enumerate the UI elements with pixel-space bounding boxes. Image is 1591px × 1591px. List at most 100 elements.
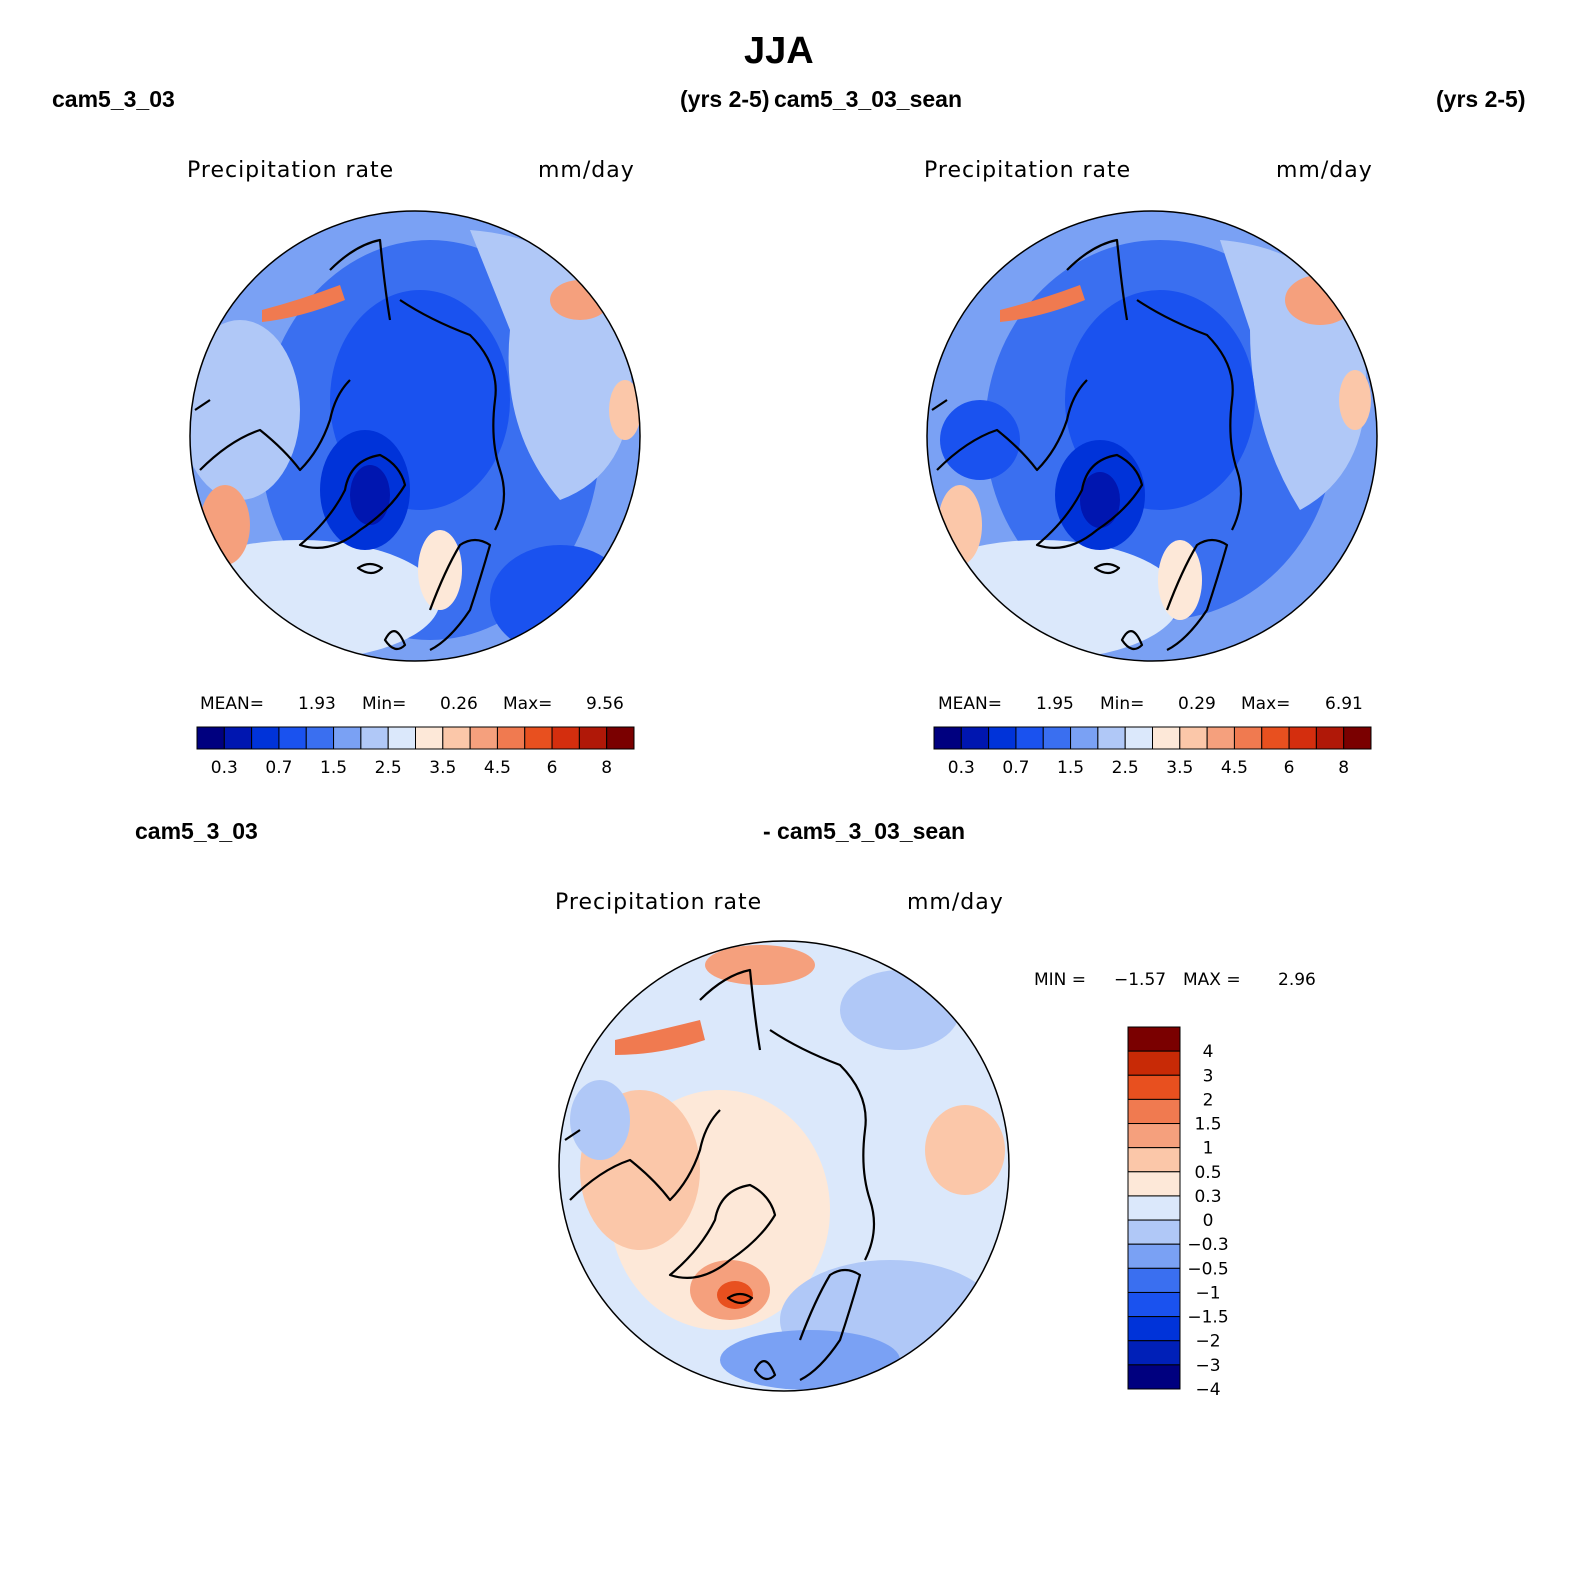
panel3-colorbar-swatch (1127, 1219, 1181, 1245)
panel3-field-warm-n (705, 945, 815, 985)
panel2-colorbar-swatch (933, 726, 962, 750)
panel2-field-low-w (940, 400, 1020, 480)
panel3-colorbar-tick-label: 1.5 (1194, 1115, 1221, 1135)
panel1-max-value: 9.56 (586, 694, 624, 714)
panel3-colorbar-tick-label: 2 (1203, 1090, 1214, 1110)
panel2-colorbar-swatch (1070, 726, 1099, 750)
panel1-field-warm-ne (550, 280, 610, 320)
panel2-colorbar-swatch (960, 726, 990, 750)
panel2-colorbar-swatch (1233, 726, 1263, 750)
panel2-colorbar-swatch (988, 726, 1017, 750)
panel2-field-band-nw (1000, 285, 1085, 322)
panel2-colorbar-swatch (1343, 726, 1372, 750)
panel1-colorbar-swatch (578, 726, 608, 750)
panel3-colorbar-tick-label: 1 (1203, 1139, 1214, 1159)
panel2-coast-scandinavia (1165, 538, 1229, 651)
panel1-colorbar-tick-label: 0.3 (211, 758, 238, 778)
panel1-field-warm-sw (200, 485, 250, 565)
panel1-coast-siberia (399, 299, 506, 531)
panel3-colorbar-tick-label: −1 (1195, 1283, 1220, 1303)
panel2-coast-britain (1120, 630, 1144, 651)
panel2-coast-canada (936, 379, 1088, 472)
panel2-coast-siberia (1136, 299, 1243, 531)
diff-right-label: - cam5_3_03_sean (763, 818, 966, 844)
panel1-field-warm-e (609, 380, 640, 440)
panel2-coast-alaska (931, 238, 1129, 411)
panel2-max-value: 6.91 (1325, 694, 1363, 714)
panel2-colorbar-swatch (1288, 726, 1317, 750)
colorbars: 0.3 0.7 1.5 2.5 3.5 4.5 6 8 0.3 0.7 1.5 2.5 3.5 4.5 6 8… (196, 726, 1372, 1400)
panel1-colorbar-swatch (360, 726, 389, 750)
panel2-colorbar-tick-label: 3.5 (1166, 758, 1193, 778)
panel2-colorbar-swatch (1206, 726, 1235, 750)
panel3-colorbar-swatch (1127, 1243, 1181, 1269)
panel2-title: Precipitation rate (924, 158, 1132, 183)
panel2-colorbar-swatch (1124, 726, 1153, 750)
season-title: JJA (744, 30, 814, 72)
panel3-colorbar-swatch (1127, 1171, 1181, 1197)
panel2-colorbar-tick-label: 2.5 (1112, 758, 1139, 778)
panel1-map-border (189, 210, 641, 662)
panel3-units: mm/day (907, 890, 1004, 915)
panel3-colorbar-swatch (1127, 1026, 1181, 1052)
panel2-min-label: Min= (1100, 694, 1145, 714)
panel3-max-label: MAX = (1183, 970, 1241, 990)
panel3-colorbar-tick-label: −2 (1195, 1332, 1220, 1352)
panel2-min-value: 0.29 (1178, 694, 1216, 714)
panel3-field-cool-ne (840, 970, 960, 1050)
panel1-colorbar-swatch (278, 726, 307, 750)
panel1-max-label: Max= (503, 694, 553, 714)
panel1-units: mm/day (538, 158, 635, 183)
panel1-coast-iceland (356, 562, 384, 575)
panel2-colorbar-tick-label: 1.5 (1057, 758, 1084, 778)
panel3-colorbar-tick-label: −0.5 (1187, 1259, 1228, 1279)
panel3-min-value: −1.57 (1114, 970, 1167, 990)
panel3-map-border (558, 940, 1010, 1392)
panel1-colorbar-swatch (469, 726, 498, 750)
panel2-field-pale-sw (927, 540, 1180, 660)
panel3-colorbar-swatch (1127, 1340, 1181, 1366)
left-years-label: (yrs 2-5) (680, 86, 770, 112)
panel3-max-value: 2.96 (1278, 970, 1316, 990)
panel1-colorbar-swatch (333, 726, 362, 750)
panel1-mean-label: MEAN= (200, 694, 264, 714)
panel3-colorbar-tick-label: 0 (1203, 1211, 1214, 1231)
panel3-coast-britain (753, 1360, 777, 1381)
panel2-field-low3 (1080, 472, 1120, 528)
panel1-colorbar-tick-label: 3.5 (429, 758, 456, 778)
panel1-colorbar-tick-label: 8 (601, 758, 612, 778)
panel3-field-cool-s (720, 1330, 900, 1390)
panel1-coast-alaska (194, 238, 392, 411)
panel3-map (558, 940, 1010, 1392)
panel3-colorbar-tick-label: 0.5 (1194, 1163, 1221, 1183)
panel1-field-band-nw (262, 285, 345, 322)
panel2-map-border (926, 210, 1378, 662)
panel1-colorbar-swatch (442, 726, 471, 750)
panel1-min-label: Min= (362, 694, 407, 714)
panel3-coast-alaska (564, 968, 762, 1141)
panel1-colorbar-swatch (524, 726, 553, 750)
panel1-field-low-se (490, 545, 630, 655)
panel2-colorbar-tick-label: 0.3 (948, 758, 975, 778)
panel3-colorbar-swatch (1127, 1316, 1181, 1342)
panel3-colorbar-tick-label: −4 (1195, 1380, 1220, 1400)
panel1-colorbar-swatch (496, 726, 526, 750)
panel3-colorbar-swatch (1127, 1267, 1181, 1293)
panel2-colorbar-tick-label: 0.7 (1002, 758, 1029, 778)
panel1-field-warm-s (418, 530, 462, 610)
panel1-colorbar-swatch (196, 726, 225, 750)
panel1-colorbar-swatch (606, 726, 635, 750)
panel3-colorbar-swatch (1127, 1195, 1181, 1221)
panel2-colorbar-swatch (1152, 726, 1181, 750)
panel3-field-cool-nw (570, 1080, 630, 1160)
panel3-colorbar-tick-label: 3 (1203, 1066, 1214, 1086)
panel1-mean-value: 1.93 (298, 694, 336, 714)
panel1-colorbar-tick-label: 1.5 (320, 758, 347, 778)
panel2-colorbar-tick-label: 6 (1284, 758, 1295, 778)
panel2-colorbar-swatch (1015, 726, 1044, 750)
panel3-min-label: MIN = (1034, 970, 1087, 990)
panel1-colorbar-tick-label: 6 (547, 758, 558, 778)
panel2-max-label: Max= (1241, 694, 1291, 714)
panel3-colorbar-swatch (1127, 1123, 1181, 1149)
